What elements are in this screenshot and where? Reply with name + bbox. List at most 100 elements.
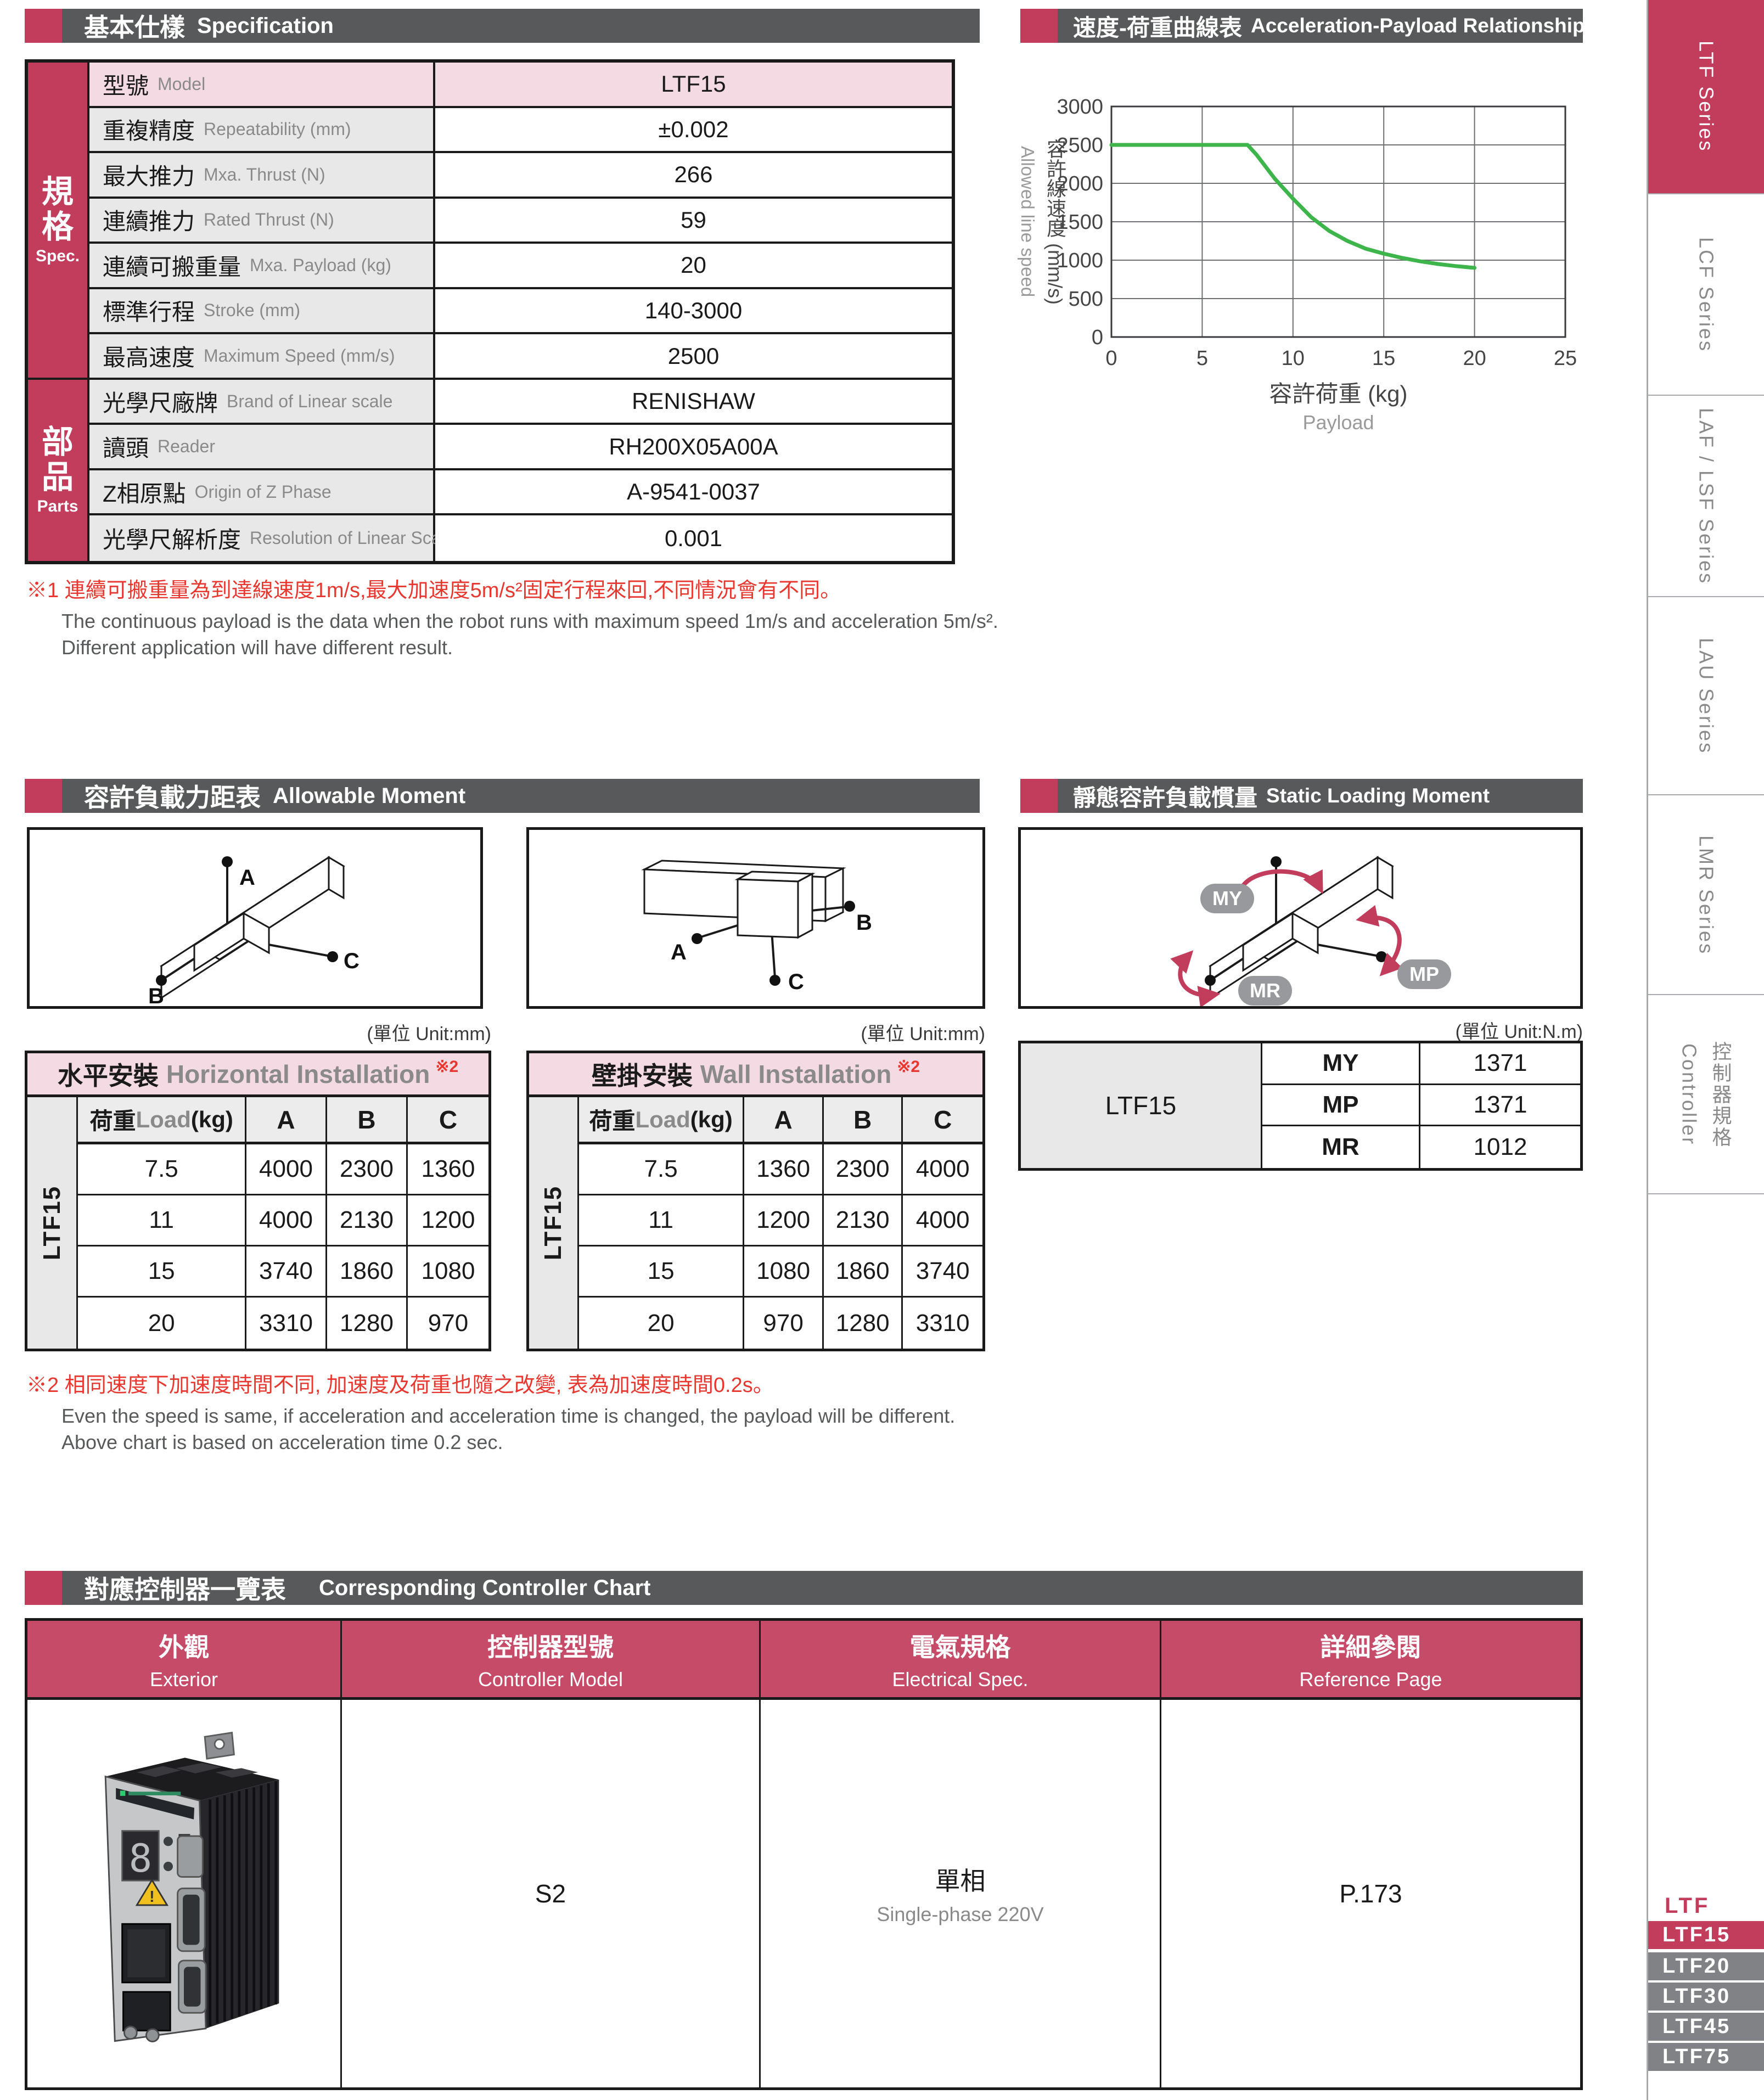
accent-square-icon [25,1571,62,1605]
horizontal-moment-diagram: A C B [27,827,483,1009]
mp-badge [1397,959,1451,989]
controller-reference-cell: P.173 [1339,1879,1402,1908]
controller-col-header: 控制器型號 Controller Model [342,1621,761,1700]
install-data-cell: 1080 [407,1246,488,1298]
col-header-a: A [246,1097,327,1144]
section-header-specification: 基本仕樣 Specification [25,9,980,43]
model-tab-ltf20[interactable]: LTF20 [1648,1952,1764,1980]
install-data-cell: 7.5 [578,1144,745,1195]
spec-row-value: 140-3000 [435,289,952,335]
spec-row-label: 最高速度 Maximum Speed (mm/s) [89,334,435,380]
static-moment-value: 1012 [1473,1133,1527,1161]
spec-row-label: 連續可搬重量 Mxa. Payload (kg) [89,244,435,289]
footnote-1: ※1 連續可搬重量為到達線速度1m/s,最大加速度5m/s²固定行程來回,不同情… [26,573,998,659]
install-data-cell: 2130 [823,1195,903,1246]
sidebar-tab-laf-lsf-series[interactable]: LAF / LSF Series [1648,397,1764,597]
moment-label-mp: MP [1409,963,1439,985]
spec-row-label: 光學尺解析度 Resolution of Linear Scale (mm) [89,515,501,561]
spec-row-label: 讀頭 Reader [89,425,435,470]
install-data-cell: 4000 [246,1144,327,1195]
svg-text:!: ! [149,1888,155,1906]
svg-text:8: 8 [129,1836,152,1881]
sidebar-tab-controller[interactable]: Controller 控制器規格 [1648,996,1764,1194]
wall-moment-diagram: A B C [526,827,985,1009]
section-title-en: Corresponding Controller Chart [319,1575,651,1600]
sidebar-tab-lau-series[interactable]: LAU Series [1648,598,1764,795]
install-data-cell: 11 [578,1195,745,1246]
install-data-cell: 1860 [327,1246,408,1298]
col-header-c: C [407,1097,488,1144]
chart-xtick: 0 [1105,347,1117,370]
chart-ytick: 0 [1092,326,1103,349]
chart-xtick: 15 [1372,347,1395,370]
footnote-2-en1: Even the speed is same, if acceleration … [61,1405,956,1427]
sidebar-tab-ltf-series[interactable]: LTF Series [1648,0,1764,194]
install-data-cell: 3740 [246,1246,327,1298]
axis-label-b: B [856,911,872,935]
accent-square-icon [1020,9,1058,43]
chart-ytick: 3000 [1057,96,1103,119]
spec-row-label: 型號 Model [89,63,435,108]
install-data-cell: 1360 [744,1144,824,1195]
spec-row-label: 重複精度 Repeatability (mm) [89,108,435,154]
chart-plot-border [1110,105,1566,338]
axis-label-c: C [344,949,359,973]
static-loading-table: LTF15 MY 1371 MP 1371 MR 1012 [1018,1041,1583,1171]
model-tab-ltf15[interactable]: LTF15 [1648,1921,1764,1949]
section-title-en: Static Loading Moment [1266,784,1490,807]
section-title-zh: 對應控制器一覽表 [84,1575,286,1604]
chart-ytick: 2000 [1057,172,1103,195]
spec-group-spec: 規格 Spec. [28,63,89,380]
sidebar-tab-lcf-series[interactable]: LCF Series [1648,195,1764,396]
chart-ytick: 500 [1069,288,1103,311]
servo-drive-photo: 8 ! [104,1732,279,2042]
controller-col-header: 電氣規格 Electrical Spec. [761,1621,1161,1700]
col-header-a: A [744,1097,824,1144]
chart-xtick: 20 [1463,347,1486,370]
static-moment-value: 1371 [1420,1043,1580,1085]
spec-row-label: Z相原點 Origin of Z Phase [89,470,435,516]
controller-model-cell: S2 [342,1700,761,2087]
section-title-zh: 容許負載力距表 [84,783,261,812]
spec-row-value: ±0.002 [435,108,952,154]
unit-label-mm: (單位 Unit:mm) [367,1024,491,1045]
install-data-cell: 970 [407,1298,488,1349]
note-ref-icon: ※2 [897,1058,920,1076]
sidebar-tab-lmr-series[interactable]: LMR Series [1648,796,1764,995]
controller-col-header: 詳細參閱 Reference Page [1161,1621,1580,1700]
spec-row-value: RH200X05A00A [435,425,952,470]
install-data-cell: 20 [578,1298,745,1349]
install-model-cell: LTF15 [27,1097,78,1349]
install-data-cell: 970 [744,1298,824,1349]
chart-xlabel-en: Payload [1302,411,1374,434]
static-moment-name: MY [1262,1043,1420,1085]
family-label: LTF [1665,1893,1710,1918]
moment-label-mr: MR [1250,979,1280,1002]
footnote-1-en2: Different application will have differen… [61,636,453,659]
model-tab-ltf45[interactable]: LTF45 [1648,2013,1764,2041]
section-title-zh: 基本仕樣 [84,13,185,42]
chart-ytick: 1500 [1057,211,1103,234]
spec-row-value: 0.001 [435,515,952,561]
spec-row-value: 266 [435,153,952,199]
moment-label-my: MY [1212,887,1242,909]
controller-exterior-cell: 8 ! [27,1700,342,2087]
static-moment-value: 1371 [1420,1085,1580,1127]
controller-col-header: 外觀 Exterior [27,1621,342,1700]
axis-label-a: A [239,866,255,890]
spec-row-label: 標準行程 Stroke (mm) [89,289,435,335]
model-tab-ltf30[interactable]: LTF30 [1648,1983,1764,2011]
axis-label-c: C [788,970,804,994]
col-header-load: 荷重 Load (kg) [578,1097,745,1144]
spec-row-value: A-9541-0037 [435,470,952,516]
chart-ytick: 2500 [1057,134,1103,157]
install-data-cell: 20 [78,1298,246,1349]
footnote-2-en2: Above chart is based on acceleration tim… [61,1431,503,1453]
chart-ylabel-en: Allowed line speed [1018,146,1038,297]
accent-square-icon [25,779,62,813]
section-title-en: Acceleration-Payload Relationship [1251,14,1585,37]
specification-table: 規格 Spec. 部品 Parts 型號 Model LTF15 重複精度 Repeatabil… [25,59,955,564]
install-data-cell: 15 [78,1246,246,1298]
chart-ytick: 1000 [1057,249,1103,272]
model-tab-ltf75[interactable]: LTF75 [1648,2043,1764,2071]
